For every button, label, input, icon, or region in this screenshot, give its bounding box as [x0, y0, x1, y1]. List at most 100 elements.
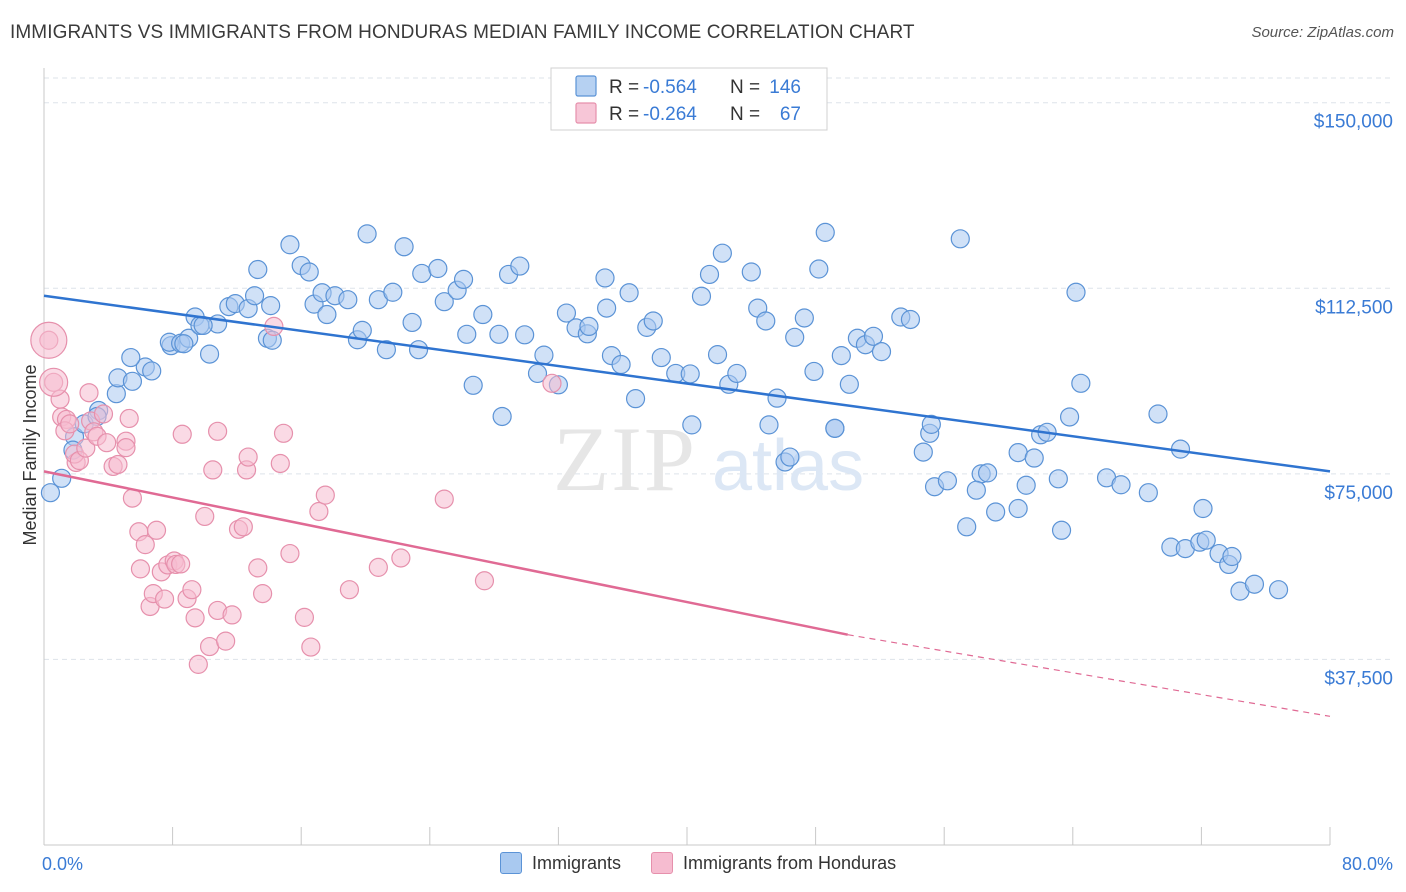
point-honduras: [222, 605, 242, 625]
point-immigrants: [950, 229, 970, 249]
point-honduras: [135, 535, 155, 555]
point-honduras: [171, 554, 191, 574]
point-immigrants: [1008, 498, 1028, 519]
point-honduras: [216, 631, 236, 651]
point-immigrants: [756, 311, 776, 331]
point-honduras: [203, 460, 223, 480]
point-immigrants: [921, 414, 941, 434]
point-immigrants: [174, 334, 194, 354]
point-immigrants: [643, 311, 663, 331]
point-immigrants: [122, 371, 143, 391]
point-immigrants: [794, 308, 814, 328]
trend-line-honduras-extension: [847, 634, 1331, 717]
point-immigrants: [680, 364, 700, 384]
point-immigrants: [357, 224, 377, 244]
point-immigrants: [978, 463, 998, 483]
point-immigrants: [1268, 580, 1289, 600]
point-immigrants: [741, 262, 761, 282]
point-immigrants: [299, 262, 319, 282]
point-honduras: [339, 580, 360, 600]
point-immigrants: [831, 346, 851, 366]
legend-n-value: 67: [780, 104, 801, 125]
point-immigrants: [597, 298, 617, 318]
legend-r-label: R =: [609, 77, 639, 98]
y-axis-label: Median Family Income: [20, 364, 40, 545]
legend-swatch-immigrants: [500, 852, 522, 874]
watermark: ZIPatlas: [553, 408, 864, 510]
point-honduras: [199, 636, 220, 657]
point-immigrants: [244, 286, 265, 306]
chart-title: IMMIGRANTS VS IMMIGRANTS FROM HONDURAS M…: [10, 22, 915, 43]
point-immigrants: [352, 320, 372, 340]
point-immigrants: [338, 290, 358, 310]
bottom-legend: Immigrants Immigrants from Honduras: [500, 852, 926, 874]
point-immigrants: [691, 286, 712, 306]
source-label: Source: ZipAtlas.com: [1251, 24, 1394, 41]
point-immigrants: [453, 269, 474, 289]
legend-r-value: -0.264: [643, 104, 697, 125]
y-tick-label: $150,000: [1314, 112, 1393, 133]
point-immigrants: [1016, 475, 1036, 495]
point-honduras-large: [30, 321, 68, 359]
x-tick-label-min: 0.0%: [42, 854, 83, 874]
point-immigrants: [1222, 546, 1242, 567]
point-honduras: [248, 558, 268, 578]
point-immigrants: [727, 363, 747, 384]
point-honduras: [146, 520, 167, 540]
trend-lines: [43, 294, 1331, 717]
point-honduras: [97, 433, 117, 453]
x-tick-label-max: 80.0%: [1342, 854, 1393, 874]
watermark-zip: ZIP: [553, 408, 697, 510]
point-immigrants: [1008, 442, 1028, 463]
point-honduras: [76, 438, 96, 458]
point-honduras: [238, 447, 258, 467]
legend-r-label: R =: [609, 104, 639, 125]
legend-swatch-honduras: [651, 852, 674, 874]
point-immigrants: [619, 283, 639, 303]
point-honduras: [208, 421, 228, 441]
point-honduras: [108, 454, 128, 475]
point-honduras: [130, 559, 151, 579]
series-immigrants: [40, 222, 1289, 601]
point-immigrants: [248, 259, 268, 280]
point-immigrants: [651, 347, 671, 368]
point-immigrants: [492, 406, 512, 427]
point-honduras: [195, 506, 215, 527]
point-immigrants: [780, 447, 800, 467]
trend-line-immigrants: [43, 294, 1331, 473]
point-immigrants: [785, 327, 805, 347]
point-honduras: [253, 584, 273, 604]
point-immigrants: [1051, 520, 1072, 540]
legend-item-immigrants[interactable]: Immigrants: [500, 852, 621, 874]
point-immigrants: [1059, 407, 1080, 427]
point-immigrants: [428, 258, 448, 279]
point-immigrants: [759, 415, 779, 435]
grid: [44, 77, 1394, 660]
point-honduras: [474, 571, 495, 591]
point-immigrants: [1196, 530, 1216, 550]
point-immigrants: [900, 309, 921, 330]
axis-labels: $37,500 $75,000 $112,500 $150,000 0.0% 80.0% M…: [20, 112, 1393, 874]
point-honduras: [182, 580, 202, 600]
legend-n-label: N =: [730, 104, 760, 125]
point-immigrants: [1048, 469, 1068, 489]
point-honduras: [185, 608, 205, 628]
point-immigrants: [957, 517, 977, 537]
point-honduras: [391, 548, 411, 568]
point-honduras-large: [39, 367, 69, 397]
legend-label-immigrants: Immigrants: [532, 852, 622, 873]
point-honduras: [172, 424, 192, 444]
point-immigrants: [625, 389, 646, 409]
legend-box: R = -0.564 N = 146 R = -0.264 N = 67: [550, 67, 828, 131]
point-immigrants: [1071, 373, 1091, 393]
point-immigrants: [317, 304, 337, 325]
point-immigrants: [408, 340, 429, 360]
point-immigrants: [913, 442, 933, 462]
point-immigrants: [1024, 448, 1044, 468]
legend-item-honduras[interactable]: Immigrants from Honduras: [651, 852, 896, 874]
point-honduras: [79, 383, 99, 403]
series-honduras: [30, 316, 562, 674]
point-honduras: [273, 423, 294, 443]
legend-swatch: [575, 75, 597, 97]
point-immigrants: [1111, 475, 1131, 495]
